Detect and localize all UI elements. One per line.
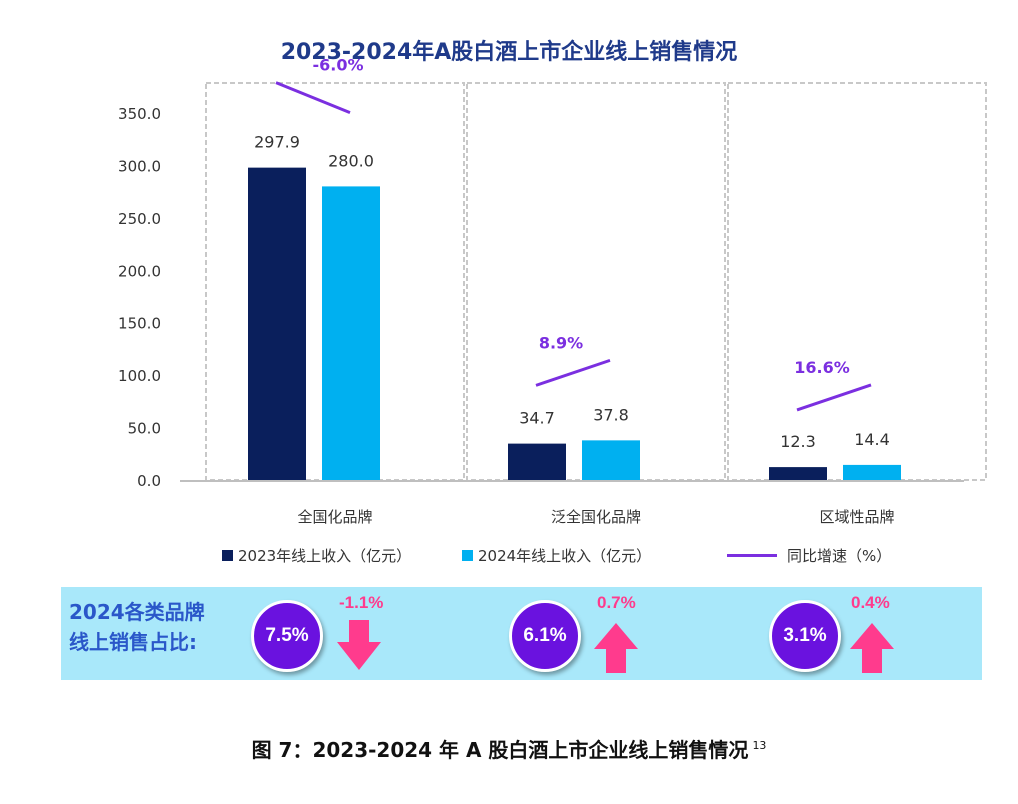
growth-label: -6.0% bbox=[312, 56, 363, 75]
share-band-label-line1: 2024各类品牌 bbox=[69, 600, 205, 624]
bar bbox=[248, 167, 306, 481]
growth-line bbox=[796, 383, 872, 412]
bar-value-label: 14.4 bbox=[854, 430, 890, 449]
legend-line-growth bbox=[727, 554, 777, 557]
growth-label: 8.9% bbox=[539, 333, 583, 352]
y-tick-label: 0.0 bbox=[137, 472, 161, 490]
arrow-up-icon bbox=[594, 623, 638, 673]
share-circle-national: 7.5% bbox=[251, 600, 323, 672]
bar bbox=[769, 467, 827, 480]
legend-item-2023: 2023年线上收入（亿元） bbox=[222, 545, 411, 566]
y-tick-label: 250.0 bbox=[118, 210, 161, 228]
bar-value-label: 280.0 bbox=[328, 151, 374, 170]
growth-line bbox=[535, 358, 611, 387]
caption-footnote: 13 bbox=[752, 739, 767, 752]
legend-label-2024: 2024年线上收入（亿元） bbox=[478, 547, 652, 565]
share-band: 2024各类品牌 线上销售占比: 7.5% -1.1% 6.1% 0.7% 3.… bbox=[61, 587, 982, 680]
bar-value-label: 297.9 bbox=[254, 133, 300, 152]
bar-value-label: 34.7 bbox=[519, 409, 555, 428]
y-tick-label: 300.0 bbox=[118, 157, 161, 175]
bar bbox=[582, 440, 640, 480]
growth-label: 16.6% bbox=[794, 358, 850, 377]
bar bbox=[843, 464, 901, 480]
growth-line bbox=[275, 81, 351, 115]
share-circle-pan-national: 6.1% bbox=[509, 600, 581, 672]
legend-item-2024: 2024年线上收入（亿元） bbox=[462, 545, 651, 566]
share-band-label: 2024各类品牌 线上销售占比: bbox=[69, 597, 205, 657]
arrow-up-icon bbox=[850, 623, 894, 673]
legend: 2023年线上收入（亿元） 2024年线上收入（亿元） 同比增速（%） bbox=[0, 545, 1018, 575]
y-tick-label: 200.0 bbox=[118, 262, 161, 280]
category-label: 泛全国化品牌 bbox=[551, 508, 641, 526]
group-frame bbox=[727, 82, 987, 481]
legend-swatch-2024 bbox=[462, 550, 473, 561]
bar-value-label: 37.8 bbox=[593, 405, 629, 424]
share-change-national: -1.1% bbox=[339, 593, 384, 612]
y-tick-label: 100.0 bbox=[118, 367, 161, 385]
category-label: 全国化品牌 bbox=[297, 508, 372, 526]
bar bbox=[508, 443, 566, 480]
legend-label-growth: 同比增速（%） bbox=[787, 547, 892, 565]
legend-swatch-2023 bbox=[222, 550, 233, 561]
arrow-down-icon bbox=[337, 620, 381, 670]
share-change-pan-national: 0.7% bbox=[597, 593, 636, 612]
share-band-label-line2: 线上销售占比: bbox=[69, 630, 197, 654]
caption-text: 图 7：2023-2024 年 A 股白酒上市企业线上销售情况 bbox=[251, 738, 749, 762]
bar bbox=[322, 186, 380, 480]
share-circle-regional: 3.1% bbox=[769, 600, 841, 672]
y-tick-label: 50.0 bbox=[128, 420, 161, 438]
category-label: 区域性品牌 bbox=[819, 508, 894, 526]
bar-value-label: 12.3 bbox=[780, 432, 816, 451]
figure-caption: 图 7：2023-2024 年 A 股白酒上市企业线上销售情况 13 bbox=[0, 734, 1018, 763]
legend-label-2023: 2023年线上收入（亿元） bbox=[238, 547, 412, 565]
share-change-regional: 0.4% bbox=[851, 593, 890, 612]
bar-chart: 0.0 50.0 100.0 150.0 200.0 250.0 300.0 350.0 297… bbox=[118, 56, 987, 526]
y-tick-label: 350.0 bbox=[118, 105, 161, 123]
legend-item-growth: 同比增速（%） bbox=[727, 545, 891, 566]
y-tick-label: 150.0 bbox=[118, 315, 161, 333]
chart-title: 2023-2024年A股白酒上市企业线上销售情况 bbox=[280, 40, 738, 65]
